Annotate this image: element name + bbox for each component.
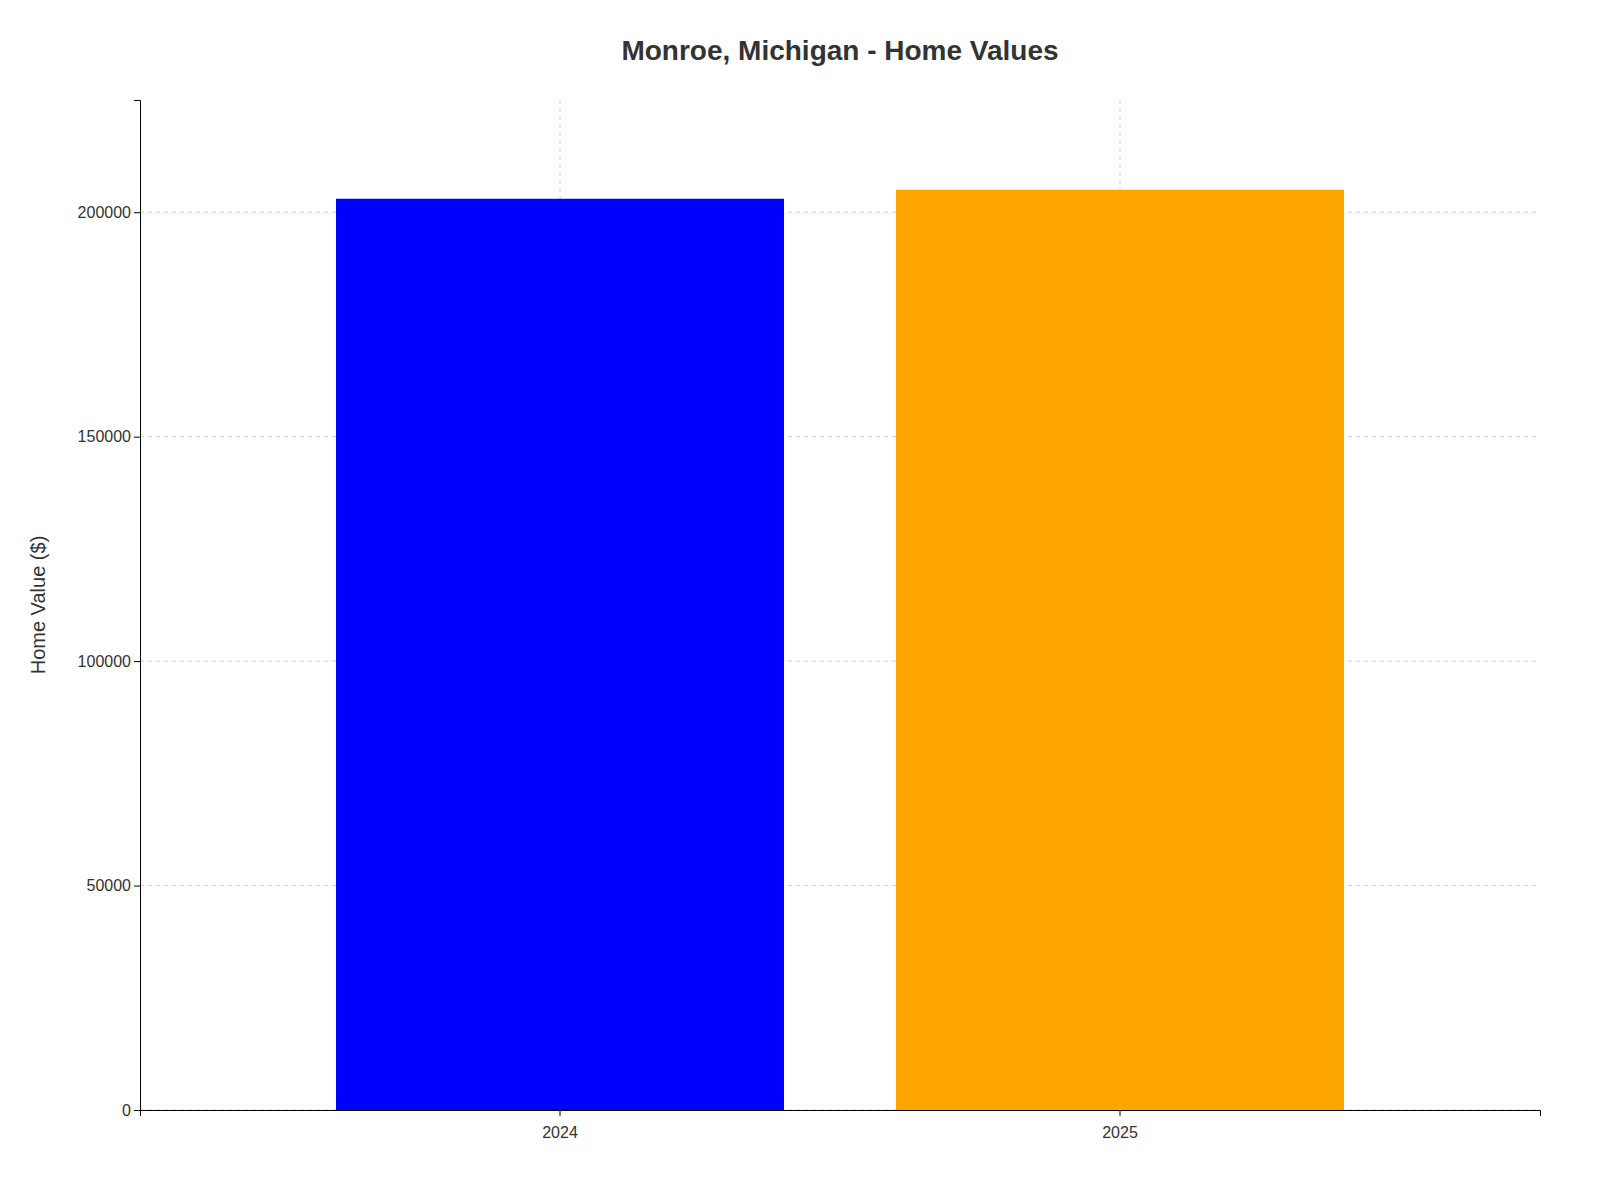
x-tick: 2025 (1102, 1110, 1138, 1141)
y-tick-label: 50000 (87, 877, 132, 894)
y-tick-mark (134, 437, 140, 438)
bar (896, 190, 1344, 1110)
y-tick: 50000 (87, 877, 141, 894)
x-tick-label: 2024 (542, 1124, 578, 1141)
x-tick: 2024 (542, 1110, 578, 1141)
y-tick-label: 0 (122, 1102, 131, 1119)
y-tick: 200000 (78, 204, 140, 221)
chart-svg: 0 50000 100000 150000 200000 2024 2025 Home Val… (0, 0, 1600, 1200)
y-tick-label: 200000 (78, 204, 131, 221)
chart-container: 0 50000 100000 150000 200000 2024 2025 Home Val… (0, 0, 1600, 1200)
y-tick-mark (134, 1110, 140, 1111)
chart-title: Monroe, Michigan - Home Values (621, 35, 1058, 66)
x-tick-label: 2025 (1102, 1124, 1138, 1141)
y-tick: 150000 (78, 428, 140, 445)
y-tick-mark (134, 661, 140, 662)
y-axis-title: Home Value ($) (27, 536, 49, 675)
y-tick-label: 150000 (78, 428, 131, 445)
y-tick-mark (134, 886, 140, 887)
y-axis: 0 50000 100000 150000 200000 (78, 101, 141, 1119)
y-tick: 0 (122, 1102, 140, 1119)
grid (140, 100, 1540, 1110)
y-axis-line (134, 101, 141, 1111)
y-tick-mark (134, 212, 140, 213)
bar (336, 199, 784, 1110)
x-axis-line (141, 1111, 1541, 1117)
y-tick-label: 100000 (78, 653, 131, 670)
y-tick: 100000 (78, 653, 140, 670)
bars (336, 190, 1344, 1110)
x-tick-mark (1120, 1110, 1121, 1116)
x-axis: 2024 2025 (141, 1110, 1541, 1141)
x-tick-mark (560, 1110, 561, 1116)
plot-area: 0 50000 100000 150000 200000 2024 2025 (78, 100, 1541, 1141)
